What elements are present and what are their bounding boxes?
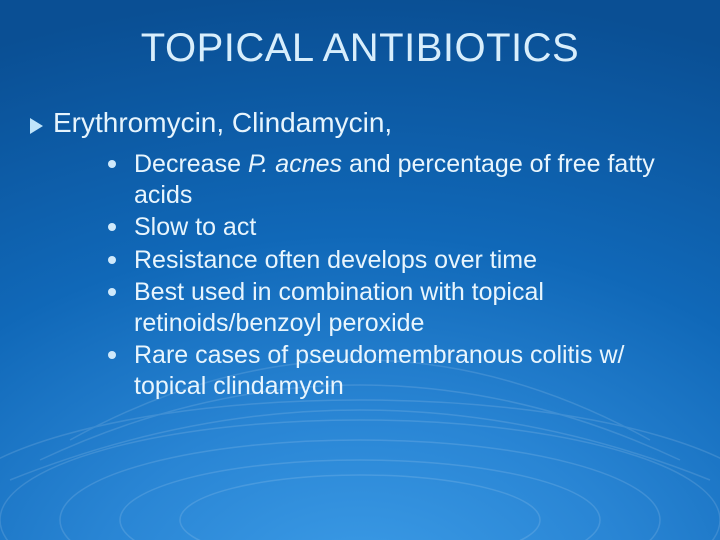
list-item-text: Rare cases of pseudomembranous colitis w… xyxy=(134,340,670,401)
dot-bullet-icon xyxy=(108,223,116,231)
list-item: Rare cases of pseudomembranous colitis w… xyxy=(108,340,670,401)
sub-bullet-list: Decrease P. acnes and percentage of free… xyxy=(30,149,690,401)
dot-bullet-icon xyxy=(108,351,116,359)
bullet-level1: Erythromycin, Clindamycin, xyxy=(30,107,690,139)
dot-bullet-icon xyxy=(108,160,116,168)
list-item-text: Decrease P. acnes and percentage of free… xyxy=(134,149,670,210)
slide-title: TOPICAL ANTIBIOTICS xyxy=(0,0,720,71)
list-item: Decrease P. acnes and percentage of free… xyxy=(108,149,670,210)
list-item: Slow to act xyxy=(108,212,670,243)
dot-bullet-icon xyxy=(108,288,116,296)
list-item: Best used in combination with topical re… xyxy=(108,277,670,338)
list-item-text: Best used in combination with topical re… xyxy=(134,277,670,338)
list-item-text: Slow to act xyxy=(134,212,256,243)
list-item: Resistance often develops over time xyxy=(108,245,670,276)
slide-body: Erythromycin, Clindamycin, Decrease P. a… xyxy=(0,71,720,401)
dot-bullet-icon xyxy=(108,256,116,264)
list-item-text: Resistance often develops over time xyxy=(134,245,537,276)
level1-text: Erythromycin, Clindamycin, xyxy=(53,107,392,139)
arrow-bullet-icon xyxy=(30,118,43,134)
